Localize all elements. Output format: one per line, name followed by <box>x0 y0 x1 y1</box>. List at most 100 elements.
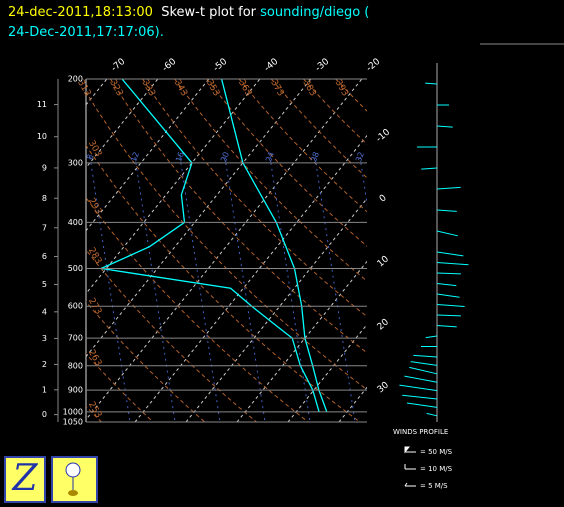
wind-barb <box>436 251 464 257</box>
grid <box>86 79 367 422</box>
height-label: 7 <box>42 223 47 232</box>
svg-text:Z: Z <box>11 458 38 499</box>
temperature-label: -40 <box>263 57 281 74</box>
theta-label: 383 <box>300 78 317 98</box>
isotherm <box>134 134 367 422</box>
pressure-label: 1000 <box>63 407 83 416</box>
theta-label: 393 <box>333 78 350 98</box>
wind-barb <box>404 375 438 383</box>
pressure-label: 1050 <box>63 418 83 427</box>
temperature-label: -20 <box>365 57 383 74</box>
height-label: 1 <box>42 385 47 394</box>
temperature-label: -10 <box>374 127 392 144</box>
mixing-ratio-line <box>269 156 311 422</box>
theta-label: 333 <box>139 78 156 98</box>
wind-barb <box>409 366 438 375</box>
isotherm <box>338 386 367 422</box>
mixing-ratio-label: 24 <box>264 151 276 164</box>
mixing-ratio-label: 32 <box>354 151 366 164</box>
wind-legend-entry: = 50 M/S <box>420 448 453 456</box>
isotherm <box>236 260 367 422</box>
temperature-label: -60 <box>161 57 179 74</box>
wind-barb <box>436 304 465 307</box>
mixing-ratio-line <box>179 156 221 422</box>
height-label: 6 <box>42 252 47 261</box>
wind-barb <box>436 293 460 298</box>
wind-barb <box>436 272 461 275</box>
time: 24-dec-2011,18:13:00 <box>8 5 153 20</box>
header: 24-dec-2011,18:13:00 Skew-t plot for sou… <box>8 3 369 43</box>
height-label: 0 <box>42 410 47 419</box>
wind-barb <box>410 361 438 366</box>
dry-adiabat <box>335 79 367 112</box>
pressure-label: 900 <box>68 386 83 395</box>
mixing-ratio-label: 20 <box>219 151 231 164</box>
wind-barb <box>426 412 438 417</box>
temperature-label: -70 <box>110 57 128 74</box>
pressure-label: 300 <box>68 158 83 167</box>
theta-label: 263 <box>86 348 103 368</box>
wind-barb <box>421 167 438 170</box>
dewpoint-trace <box>98 78 320 413</box>
mixing-ratio-label: 28 <box>309 151 321 164</box>
dry-adiabat <box>86 249 257 422</box>
height-label: 11 <box>37 100 47 109</box>
marks <box>98 78 328 413</box>
wind-legend-entry: = 10 M/S <box>420 465 453 473</box>
theta-label: 313 <box>75 78 92 98</box>
wind-legend-glyphs <box>404 446 416 487</box>
temperature-label: 20 <box>376 317 391 332</box>
dry-adiabat <box>86 197 309 422</box>
wind-legend-entry: = 5 M/S <box>420 482 448 490</box>
dry-adiabat <box>86 301 206 422</box>
wind-barb <box>436 325 457 328</box>
theta-label: 343 <box>172 78 189 98</box>
wind-barb <box>436 283 457 287</box>
isotherm <box>86 79 159 169</box>
height-label: 3 <box>42 334 47 343</box>
source-time: 24-Dec-2011,17:17:06). <box>8 25 164 40</box>
wind-barb <box>402 394 438 400</box>
wind-barb <box>399 384 438 392</box>
mixing-ratio-label: 8 <box>85 153 95 161</box>
isotherm <box>86 79 312 358</box>
wind-barb <box>425 82 438 85</box>
isotherm <box>86 79 363 421</box>
theta-label: 363 <box>236 78 253 98</box>
theta-label: 323 <box>107 78 124 98</box>
wind-barb <box>406 402 438 408</box>
height-label: 10 <box>37 132 47 141</box>
dry-adiabat <box>206 79 367 247</box>
wind-barb <box>425 335 438 339</box>
temperature-label: 0 <box>378 193 389 205</box>
height-label: 5 <box>42 280 47 289</box>
wind-barb <box>436 125 453 128</box>
temperature-label: 10 <box>376 254 391 269</box>
mixing-ratio-line <box>224 156 266 422</box>
wind-barb <box>413 354 438 358</box>
theta-label: 373 <box>268 78 285 98</box>
isotherm <box>185 197 367 422</box>
logos: Z <box>4 456 98 503</box>
wind-legend-title: WINDS PROFILE <box>393 428 448 436</box>
height-label: 9 <box>42 163 47 172</box>
pressure-label: 600 <box>68 302 83 311</box>
pressure-label: 400 <box>68 218 83 227</box>
wind-barb <box>436 314 461 317</box>
mixing-ratio-line <box>314 156 356 422</box>
mixing-ratio-label: 16 <box>174 151 186 164</box>
height-label: 8 <box>42 194 47 203</box>
dry-adiabat <box>142 79 367 318</box>
theta-label: 353 <box>204 78 221 98</box>
dry-adiabat <box>86 353 154 422</box>
label: Skew-t plot for <box>161 5 256 20</box>
theta-label: 293 <box>86 197 103 217</box>
dry-adiabat <box>174 79 367 282</box>
wind-barb <box>436 230 458 237</box>
temperature-label: -30 <box>314 57 332 74</box>
mixing-ratio-line <box>134 156 176 422</box>
temperature-trace <box>220 78 328 413</box>
dry-adiabat <box>109 79 367 354</box>
